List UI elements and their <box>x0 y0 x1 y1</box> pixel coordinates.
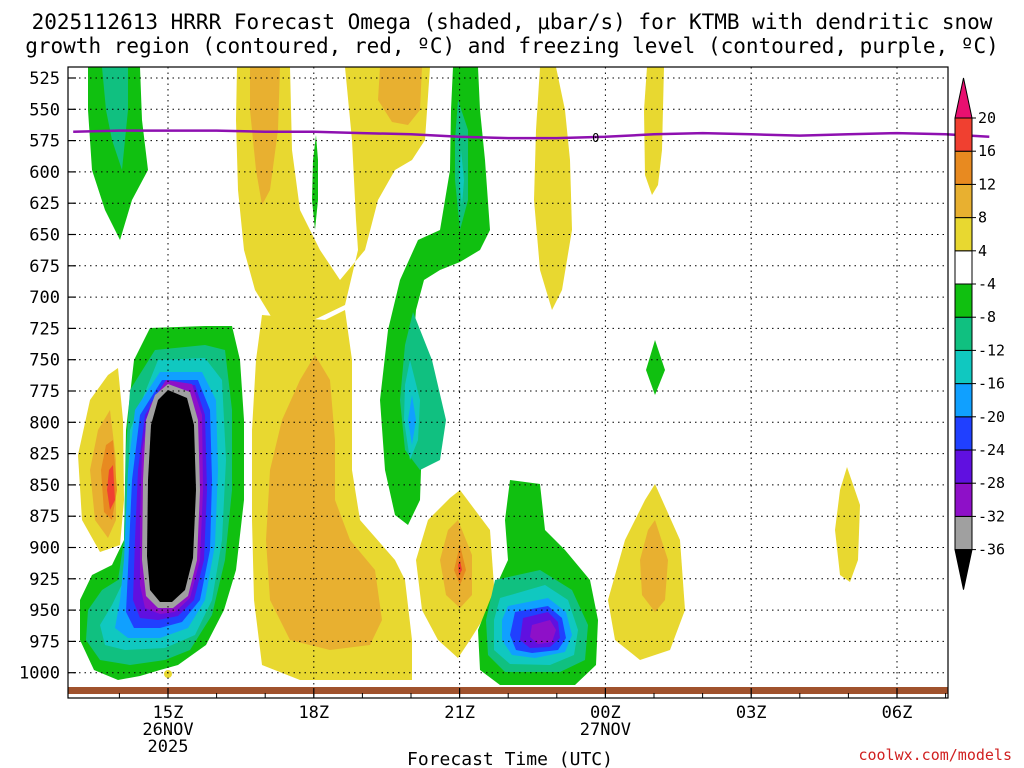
x-tick-label-06Z-0: 06Z <box>882 703 913 723</box>
y-tick-label-625: 625 <box>29 194 60 214</box>
y-tick-label-950: 950 <box>29 601 60 621</box>
x-tick-label-00Z-1: 27NOV <box>580 720 631 740</box>
x-tick-label-21Z-0: 21Z <box>444 703 475 723</box>
y-tick-label-600: 600 <box>29 163 60 183</box>
colorbar-label--28: -28 <box>978 474 1005 492</box>
omega-region-yellow-2330z <box>534 67 572 310</box>
colorbar-box-3 <box>954 449 973 484</box>
colorbar-triangle-top <box>954 77 973 119</box>
y-tick-label-1000: 1000 <box>19 664 60 684</box>
y-tick-label-575: 575 <box>29 132 60 152</box>
y-tick-label-800: 800 <box>29 413 60 433</box>
y-tick-label-550: 550 <box>29 100 60 120</box>
omega-region-lightblue-2030z <box>408 395 416 445</box>
omega-region-yellow-0100z <box>644 67 664 195</box>
omega-region-orange-column <box>266 355 382 650</box>
ground-strip <box>68 687 948 694</box>
x-tick-label-15Z-1: 26NOV <box>142 720 193 740</box>
x-tick-label-15Z-0: 15Z <box>153 703 184 723</box>
y-tick-label-925: 925 <box>29 570 60 590</box>
x-axis-label: Forecast Time (UTC) <box>407 749 613 768</box>
omega-region-green-top-18z <box>312 135 318 230</box>
omega-region-yellow-dot <box>164 670 172 678</box>
omega-region-teal-upper-left <box>102 67 128 170</box>
y-tick-label-850: 850 <box>29 476 60 496</box>
omega-region-orange-0030z <box>640 520 668 612</box>
colorbar-box-9 <box>954 250 973 285</box>
y-axis: 525 550 575 600 625 650 675 700 725 750 775 800 825 8… <box>19 69 76 684</box>
colorbar-box-12 <box>954 150 973 185</box>
colorbar-box-8 <box>954 283 973 318</box>
colorbar-label--20: -20 <box>978 408 1005 426</box>
omega-region-green-0100z <box>646 340 665 395</box>
colorbar-box-11 <box>954 183 973 219</box>
chart-title-line-1: 2025112613 HRRR Forecast Omega (shaded, … <box>32 10 993 34</box>
colorbar-label-16: 16 <box>978 142 996 160</box>
omega-region-black-core <box>147 390 196 602</box>
x-tick-label-18Z-0: 18Z <box>298 703 329 723</box>
colorbar-box-13 <box>954 117 973 152</box>
freezing-level-label: 0 <box>592 131 599 145</box>
omega-region-orange-2030z <box>378 67 422 125</box>
y-tick-label-875: 875 <box>29 507 60 527</box>
colorbar-label--4: -4 <box>978 275 996 293</box>
y-tick-label-900: 900 <box>29 539 60 559</box>
colorbar-label--24: -24 <box>978 441 1005 459</box>
omega-region-cyan-2100z-top <box>459 150 464 205</box>
colorbar-triangle-bottom <box>954 549 973 590</box>
credit-text: coolwx.com/models <box>858 746 1012 764</box>
colorbar-box-10 <box>954 217 973 252</box>
y-tick-label-675: 675 <box>29 257 60 277</box>
y-tick-label-825: 825 <box>29 445 60 465</box>
omega-region-orange-top <box>250 67 280 205</box>
freezing-level-line <box>73 129 990 140</box>
y-tick-label-975: 975 <box>29 632 60 652</box>
y-tick-label-725: 725 <box>29 319 60 339</box>
colorbar-box-4 <box>954 416 973 451</box>
colorbar-box-2 <box>954 482 973 517</box>
y-tick-label-775: 775 <box>29 382 60 402</box>
colorbar-label--8: -8 <box>978 308 996 326</box>
omega-shading <box>78 67 860 685</box>
colorbar-label--12: -12 <box>978 341 1005 359</box>
colorbar-label--32: -32 <box>978 507 1005 525</box>
y-tick-label-650: 650 <box>29 226 60 246</box>
colorbar-label-8: 8 <box>978 209 987 227</box>
chart-title-line-2: growth region (contoured, red, ºC) and f… <box>25 34 999 58</box>
colorbar-label--36: -36 <box>978 541 1005 559</box>
y-tick-label-750: 750 <box>29 351 60 371</box>
y-tick-label-700: 700 <box>29 288 60 308</box>
colorbar-box-5 <box>954 383 973 418</box>
colorbar-label--16: -16 <box>978 375 1005 393</box>
grid-lines <box>68 67 948 698</box>
colorbar-box-1 <box>954 515 973 551</box>
y-tick-label-525: 525 <box>29 69 60 89</box>
colorbar-box-6 <box>954 349 973 385</box>
omega-region-purple-2230z <box>530 620 556 644</box>
x-tick-label-00Z-0: 00Z <box>590 703 621 723</box>
colorbar-label-20: 20 <box>978 109 996 127</box>
x-tick-label-03Z-0: 03Z <box>736 703 767 723</box>
colorbar: -36 -32 -28 -24 -20 -16 -12 -8 -4 4 8 12 16 20 <box>954 77 1005 590</box>
omega-region-yellow-0530z <box>835 467 860 582</box>
colorbar-box-7 <box>954 316 973 351</box>
colorbar-label-4: 4 <box>978 242 987 260</box>
colorbar-label-12: 12 <box>978 175 996 193</box>
omega-region-red-left <box>107 465 115 510</box>
x-tick-label-15Z-2: 2025 <box>148 737 189 757</box>
